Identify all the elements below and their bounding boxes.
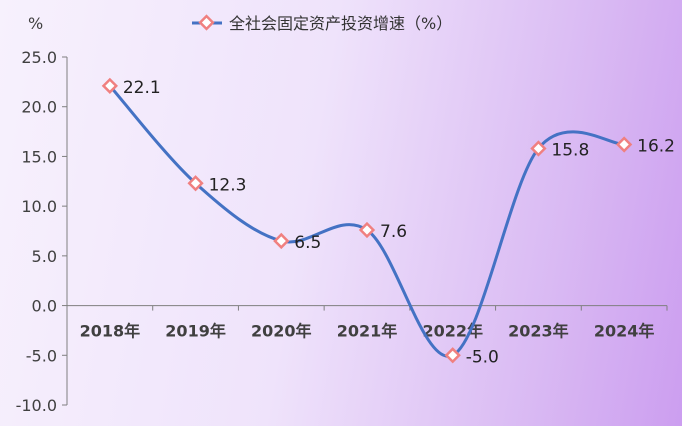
data-label: -5.0 [466, 347, 499, 367]
x-category-label: 2023年 [508, 322, 569, 341]
data-point-marker [273, 232, 290, 250]
y-tick-label: 5.0 [32, 247, 57, 266]
data-labels-layer: 22.1 12.3 6.5 7.6 -5.0 15.8 16.2 [123, 78, 675, 367]
data-label: 12.3 [209, 175, 247, 195]
data-point-marker [444, 347, 461, 364]
y-tick-label: 15.0 [21, 147, 57, 166]
data-label: 6.5 [294, 233, 321, 253]
data-point-marker [187, 175, 204, 192]
legend-label: 全社会固定资产投资增速（%） [229, 14, 452, 33]
legend: 全社会固定资产投资增速（%） [192, 14, 452, 33]
data-label: 16.2 [637, 136, 675, 156]
x-category-label: 2021年 [337, 322, 398, 341]
legend-marker-swatch [198, 14, 215, 31]
y-tick-label: -5.0 [26, 346, 57, 365]
data-point-marker [358, 221, 376, 239]
y-tick-label: 10.0 [21, 197, 57, 216]
y-tick-label: 0.0 [32, 297, 57, 316]
data-point-marker [530, 140, 547, 157]
x-category-label: 2018年 [80, 322, 141, 341]
x-category-label: 2020年 [251, 322, 312, 341]
series-layer [108, 84, 625, 358]
x-category-label: 2024年 [594, 322, 655, 341]
y-axis-unit-label: % [28, 14, 43, 33]
y-tick-label: 25.0 [21, 48, 57, 67]
series-line [108, 84, 625, 358]
data-point-marker [616, 136, 633, 153]
x-category-label: 2019年 [165, 322, 226, 341]
axes: 25.0 20.0 15.0 10.0 5.0 0.0 -5.0 -10.0 2018年 2019… [16, 48, 668, 415]
data-label: 15.8 [551, 140, 589, 160]
markers-layer [101, 77, 633, 364]
data-label: 22.1 [123, 78, 161, 98]
data-label: 7.6 [380, 222, 407, 242]
y-tick-label: 20.0 [21, 98, 57, 117]
y-tick-label: -10.0 [16, 396, 57, 415]
data-point-marker [101, 77, 118, 94]
